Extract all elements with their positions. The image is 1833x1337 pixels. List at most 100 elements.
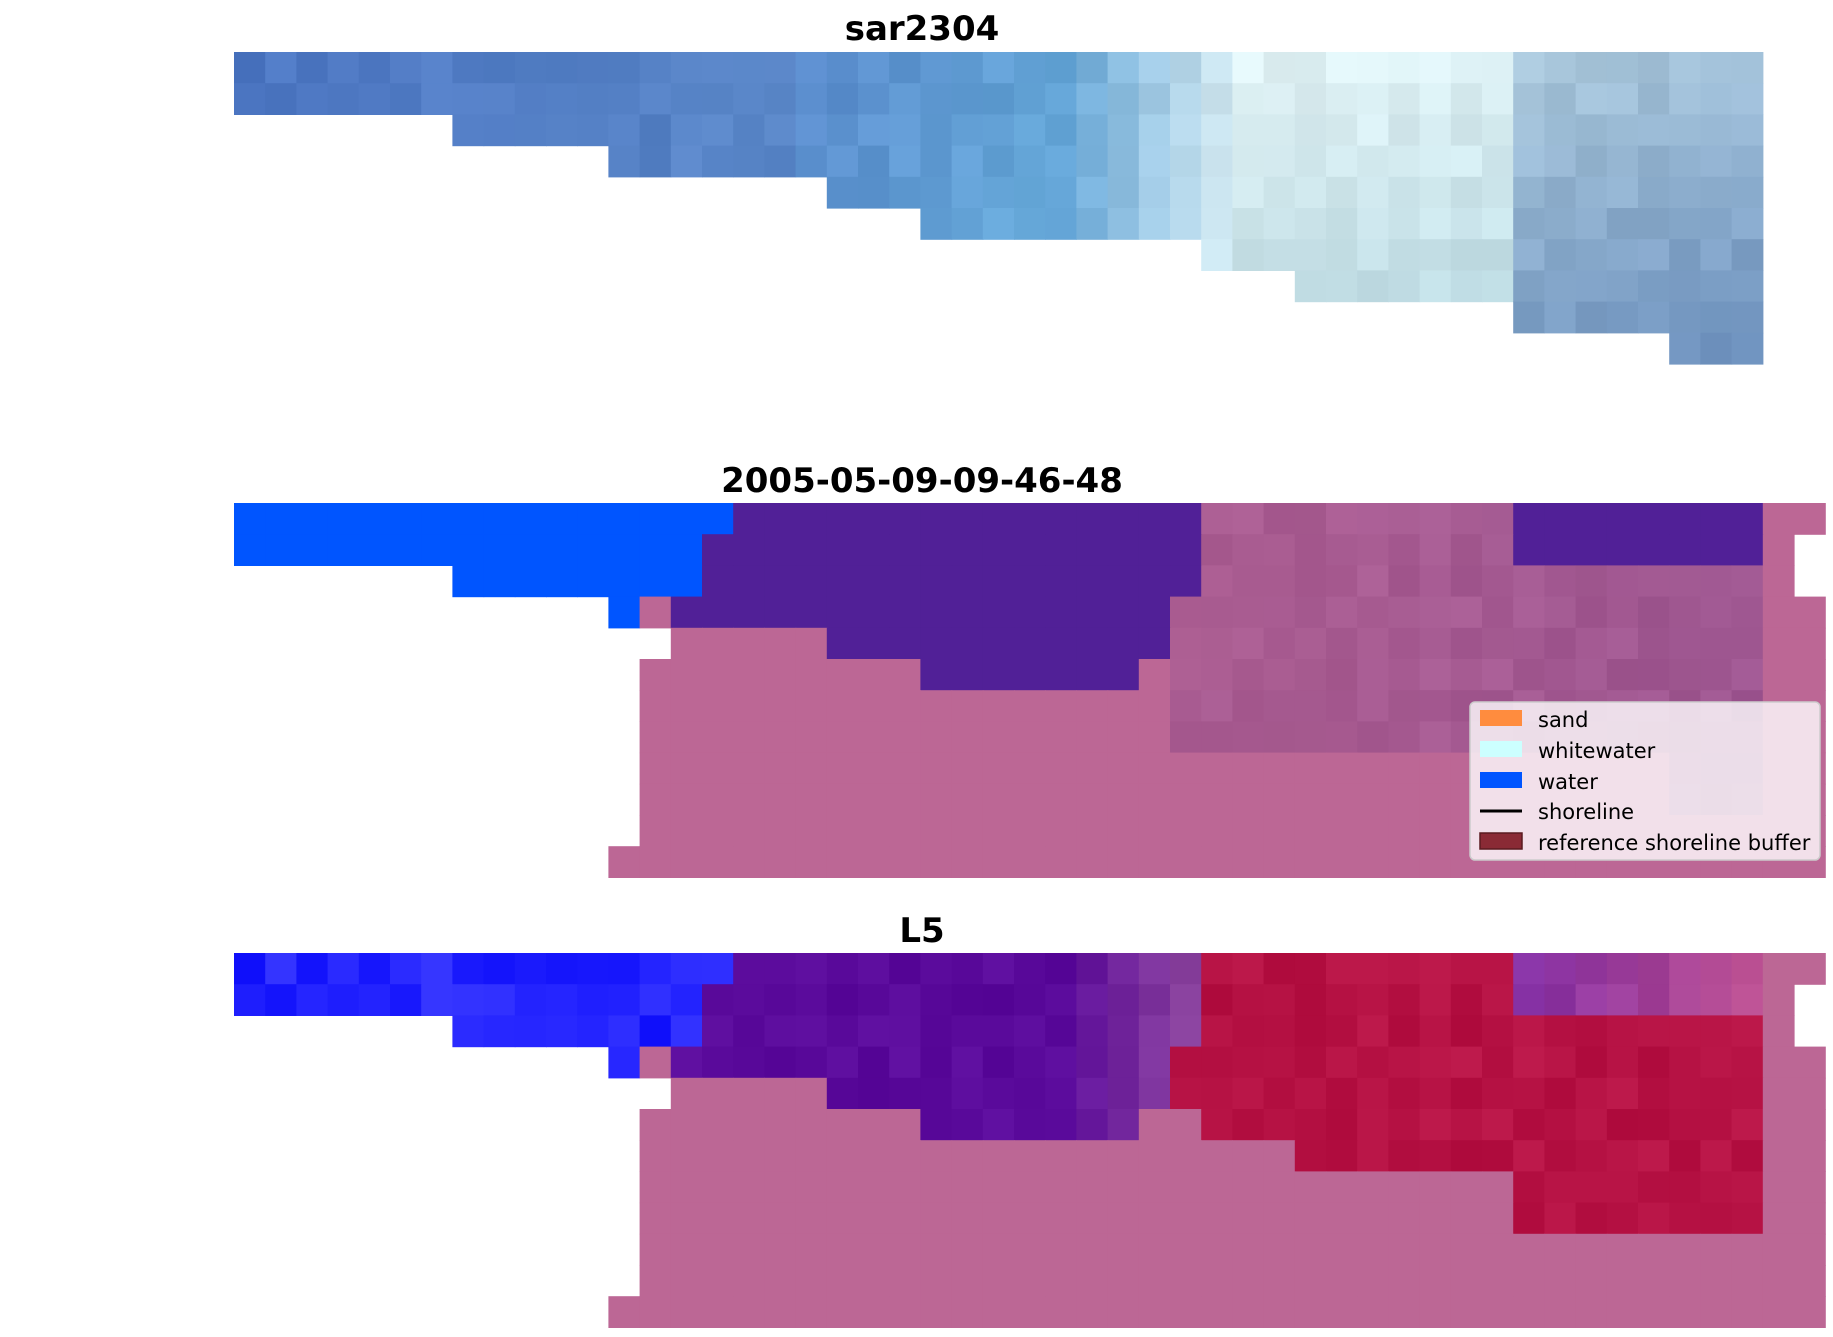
pixel-cell (1076, 145, 1109, 178)
pixel-cell (920, 1233, 953, 1266)
pixel-cell (1014, 721, 1046, 754)
pixel-cell (670, 1296, 703, 1328)
pixel-cell (1669, 1109, 1701, 1141)
pixel-cell (577, 114, 609, 147)
pixel-cell (951, 208, 984, 240)
pixel-cell (1544, 114, 1577, 147)
pixel-cell (764, 1171, 797, 1204)
pixel-cell (1419, 1202, 1452, 1235)
pixel-cell (795, 114, 828, 147)
pixel-cell (764, 1233, 797, 1266)
pixel-cell (889, 1296, 921, 1328)
pixel-cell (1544, 953, 1577, 985)
pixel-cell (514, 984, 547, 1016)
pixel-cell (1107, 659, 1140, 691)
pixel-cell (1606, 503, 1639, 535)
pixel-cell (733, 145, 765, 178)
pixel-cell (764, 1015, 797, 1048)
pixel-cell (1450, 239, 1483, 271)
pixel-cell (920, 1265, 953, 1297)
pixel-cell (1513, 1015, 1545, 1048)
pixel-cell (296, 984, 329, 1016)
pixel-cell (1700, 534, 1733, 566)
pixel-cell (1513, 1171, 1545, 1204)
pixel-cell (858, 846, 890, 878)
pixel-cell (1107, 565, 1140, 598)
pixel-cell (1669, 239, 1701, 271)
pixel-cell (764, 534, 797, 566)
pixel-cell (1014, 52, 1046, 84)
pixel-cell (1606, 208, 1639, 240)
pixel-cell (1575, 1140, 1608, 1172)
pixel-cell (1669, 1046, 1701, 1079)
pixel-cell (1419, 176, 1452, 209)
pixel-cell (1638, 1296, 1670, 1328)
pixel-cell (702, 783, 734, 816)
pixel-cell (951, 176, 984, 209)
panel-1-image (234, 52, 1764, 365)
pixel-cell (858, 1077, 890, 1110)
pixel-cell (764, 627, 797, 660)
pixel-cell (1076, 1109, 1109, 1141)
pixel-cell (889, 52, 921, 84)
pixel-cell (951, 1171, 984, 1204)
pixel-cell (639, 52, 672, 84)
pixel-cell (670, 1015, 703, 1048)
pixel-cell (1606, 984, 1639, 1016)
pixel-cell (1201, 208, 1233, 240)
pixel-cell (951, 690, 984, 722)
pixel-cell (1014, 114, 1046, 147)
pixel-cell (1170, 659, 1202, 691)
pixel-cell (1731, 270, 1764, 303)
pixel-cell (1138, 83, 1171, 115)
pixel-cell (452, 114, 485, 147)
pixel-cell (982, 114, 1015, 147)
pixel-cell (1762, 1046, 1795, 1079)
pixel-cell (1513, 534, 1545, 566)
pixel-cell (1045, 846, 1077, 878)
pixel-cell (1388, 752, 1421, 785)
pixel-cell (1045, 596, 1077, 629)
pixel-cell (826, 752, 859, 785)
pixel-cell (733, 984, 765, 1016)
pixel-cell (920, 596, 953, 629)
pixel-cell (1544, 1140, 1577, 1172)
pixel-cell (421, 534, 453, 566)
pixel-cell (764, 1077, 797, 1110)
pixel-cell (1606, 596, 1639, 629)
pixel-cell (1575, 1233, 1608, 1266)
pixel-cell (1170, 1171, 1202, 1204)
pixel-cell (1326, 114, 1358, 147)
pixel-cell (889, 846, 921, 878)
pixel-cell (1419, 1077, 1452, 1110)
pixel-cell (733, 596, 765, 629)
pixel-cell (1045, 1296, 1077, 1328)
pixel-cell (1263, 1171, 1296, 1204)
pixel-cell (1450, 1233, 1483, 1266)
pixel-cell (1794, 1296, 1826, 1328)
pixel-cell (1388, 1202, 1421, 1235)
pixel-cell (702, 1233, 734, 1266)
pixel-cell (1326, 984, 1358, 1016)
pixel-cell (390, 953, 422, 985)
pixel-cell (1326, 783, 1358, 816)
pixel-cell (858, 1296, 890, 1328)
pixel-cell (1326, 145, 1358, 178)
pixel-cell (1731, 145, 1764, 178)
legend-swatch-sand (1480, 710, 1522, 726)
pixel-cell (1076, 846, 1109, 878)
pixel-cell (889, 1202, 921, 1235)
pixel-cell (1638, 1109, 1670, 1141)
pixel-cell (514, 565, 547, 598)
pixel-cell (1107, 953, 1140, 985)
pixel-cell (1513, 1296, 1545, 1328)
pixel-cell (764, 752, 797, 785)
pixel-cell (1294, 596, 1327, 629)
pixel-cell (1388, 1265, 1421, 1297)
pixel-cell (1388, 270, 1421, 303)
pixel-cell (483, 565, 516, 598)
pixel-cell (1762, 1171, 1795, 1204)
pixel-cell (1513, 1109, 1545, 1141)
pixel-cell (1294, 114, 1327, 147)
pixel-cell (670, 783, 703, 816)
